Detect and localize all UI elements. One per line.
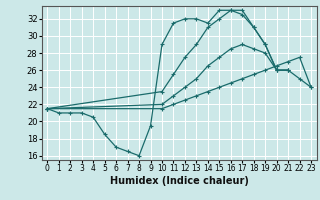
X-axis label: Humidex (Indice chaleur): Humidex (Indice chaleur) <box>110 176 249 186</box>
